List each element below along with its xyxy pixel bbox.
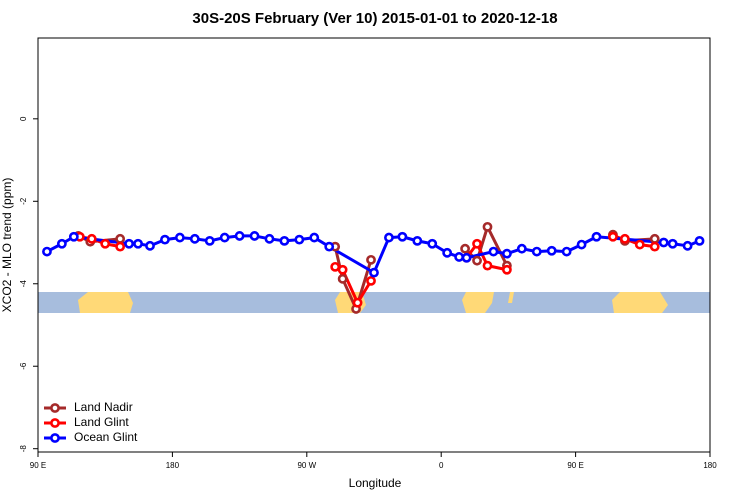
y-tick-label: -8 [19,445,28,453]
data-point [482,260,493,271]
data-point [249,231,260,241]
series-line [46,234,701,275]
data-point [264,233,275,244]
data-point [460,243,470,254]
data-point [619,233,630,244]
data-point [352,297,363,308]
data-point [219,232,230,243]
legend-label: Land Glint [74,415,129,429]
data-point [337,264,348,275]
x-tick-label: 90 E [567,461,583,470]
data-point [412,235,423,246]
y-tick-label: 0 [19,116,28,121]
data-point [145,240,155,251]
data-point [294,234,305,245]
data-point [472,238,482,249]
data-point [366,275,376,286]
data-point [369,267,379,278]
data-point [667,238,678,249]
legend-marker [50,403,60,413]
data-point [682,240,693,251]
plot-frame [37,37,711,453]
y-axis-label: XCO2 - MLO trend (ppm) [0,178,14,313]
legend-marker [50,433,60,443]
data-point [488,246,499,257]
data-point [204,235,215,246]
y-tick-label: -2 [19,197,28,205]
data-point [330,261,341,272]
data-point [516,243,527,254]
data-point [561,246,572,257]
data-point [634,239,645,250]
data-point [133,238,143,249]
data-point [115,241,126,252]
data-point [174,232,185,243]
data-point [531,246,542,257]
data-point [591,231,602,242]
data-point [324,241,335,252]
x-tick-label: 0 [439,461,444,470]
chart-title: 30S-20S February (Ver 10) 2015-01-01 to … [192,10,557,27]
x-tick-label: 90 W [297,461,316,470]
map-strip [38,292,710,313]
data-point [124,238,134,249]
data-point [115,233,126,244]
data-point [502,248,512,259]
data-point [42,246,52,257]
data-point [649,241,660,252]
legend-marker [50,418,60,428]
x-tick-label: 180 [703,461,717,470]
data-point [337,273,348,284]
data-point [576,239,587,250]
data-point [160,234,170,245]
data-point [279,235,290,246]
data-point [649,233,660,244]
data-point [608,231,618,242]
data-point [56,238,67,249]
data-point [546,245,557,256]
data-point [427,238,438,249]
data-point [384,232,394,243]
data-point [658,237,669,248]
y-tick-label: -6 [19,362,28,370]
x-tick-label: 180 [166,461,180,470]
data-point [502,264,512,275]
legend-label: Land Nadir [74,400,133,414]
data-point [397,231,408,242]
legend-label: Ocean Glint [74,430,138,444]
data-point [189,233,200,244]
data-point [366,254,376,265]
x-axis-label: Longitude [349,476,402,490]
data-point [86,233,97,244]
data-point [309,232,320,243]
data-point [68,231,79,242]
y-tick-label: -4 [19,280,28,288]
data-point [100,238,111,249]
data-point [234,231,245,241]
data-point [442,247,453,258]
data-point [472,255,482,266]
data-point [461,252,472,263]
x-tick-label: 90 E [30,461,46,470]
data-point [454,252,465,262]
data-point [694,235,705,246]
data-point [482,221,493,232]
